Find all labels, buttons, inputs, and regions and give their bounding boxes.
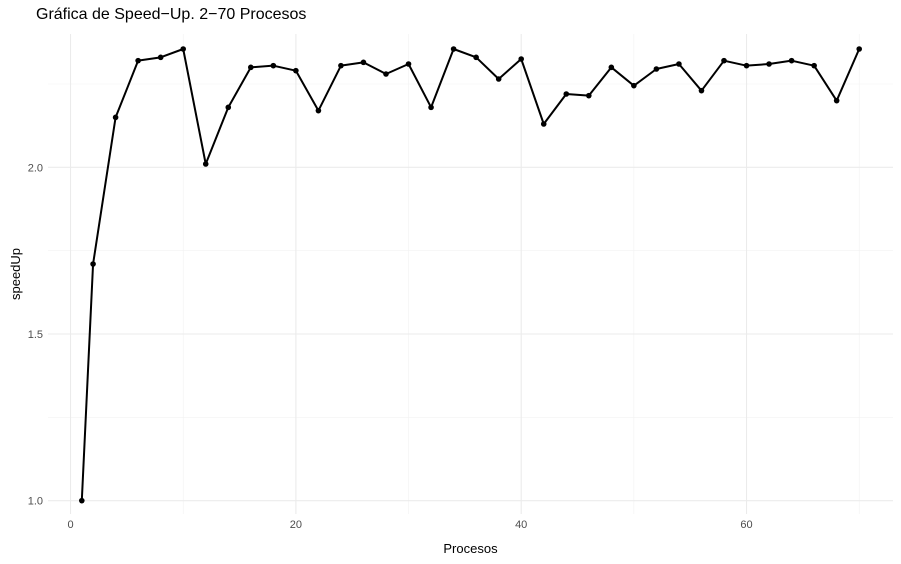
y-tick-label: 1.5 bbox=[28, 329, 43, 341]
data-point bbox=[563, 91, 570, 97]
data-point bbox=[383, 71, 389, 77]
data-point bbox=[676, 61, 682, 67]
y-axis-title: speedUp bbox=[8, 248, 23, 300]
data-point bbox=[315, 107, 322, 114]
data-point bbox=[225, 104, 232, 111]
data-point bbox=[405, 61, 412, 67]
data-point bbox=[270, 62, 277, 69]
series-layer bbox=[79, 46, 862, 504]
data-point bbox=[428, 104, 434, 111]
data-point bbox=[180, 46, 186, 52]
x-tick-label: 40 bbox=[515, 519, 527, 531]
tick-labels: 0 20 40 60 1.0 1.5 2.0 bbox=[28, 162, 753, 531]
data-point bbox=[721, 57, 727, 64]
data-point bbox=[495, 76, 502, 82]
data-point bbox=[540, 121, 547, 127]
data-point bbox=[248, 64, 254, 71]
data-point bbox=[811, 62, 817, 69]
chart-title: Gráfica de Speed−Up. 2−70 Procesos bbox=[36, 6, 307, 23]
data-point bbox=[360, 59, 367, 66]
data-point bbox=[157, 54, 164, 61]
data-point bbox=[586, 92, 592, 99]
x-tick-label: 0 bbox=[67, 519, 73, 531]
data-point bbox=[338, 62, 344, 69]
data-point bbox=[79, 497, 85, 504]
data-point bbox=[743, 62, 750, 69]
data-point bbox=[518, 56, 524, 62]
series-line bbox=[80, 48, 861, 501]
data-point bbox=[293, 67, 299, 74]
data-point bbox=[202, 161, 209, 167]
x-tick-label: 20 bbox=[290, 519, 302, 531]
data-point bbox=[698, 87, 705, 94]
data-point bbox=[653, 66, 660, 72]
data-point bbox=[135, 57, 141, 64]
x-tick-label: 60 bbox=[740, 519, 752, 531]
data-point bbox=[90, 261, 96, 267]
data-point bbox=[450, 46, 457, 52]
data-point bbox=[856, 46, 862, 52]
y-tick-label: 2.0 bbox=[28, 162, 43, 174]
minor-grid bbox=[48, 34, 893, 514]
major-grid bbox=[48, 34, 893, 514]
data-point bbox=[631, 82, 637, 89]
x-axis-title: Procesos bbox=[443, 541, 498, 556]
data-point bbox=[608, 64, 615, 71]
data-point bbox=[788, 57, 795, 64]
data-point bbox=[473, 54, 479, 61]
data-point bbox=[112, 114, 119, 121]
data-point bbox=[766, 61, 772, 67]
y-tick-label: 1.0 bbox=[28, 496, 43, 508]
data-point bbox=[833, 97, 840, 104]
